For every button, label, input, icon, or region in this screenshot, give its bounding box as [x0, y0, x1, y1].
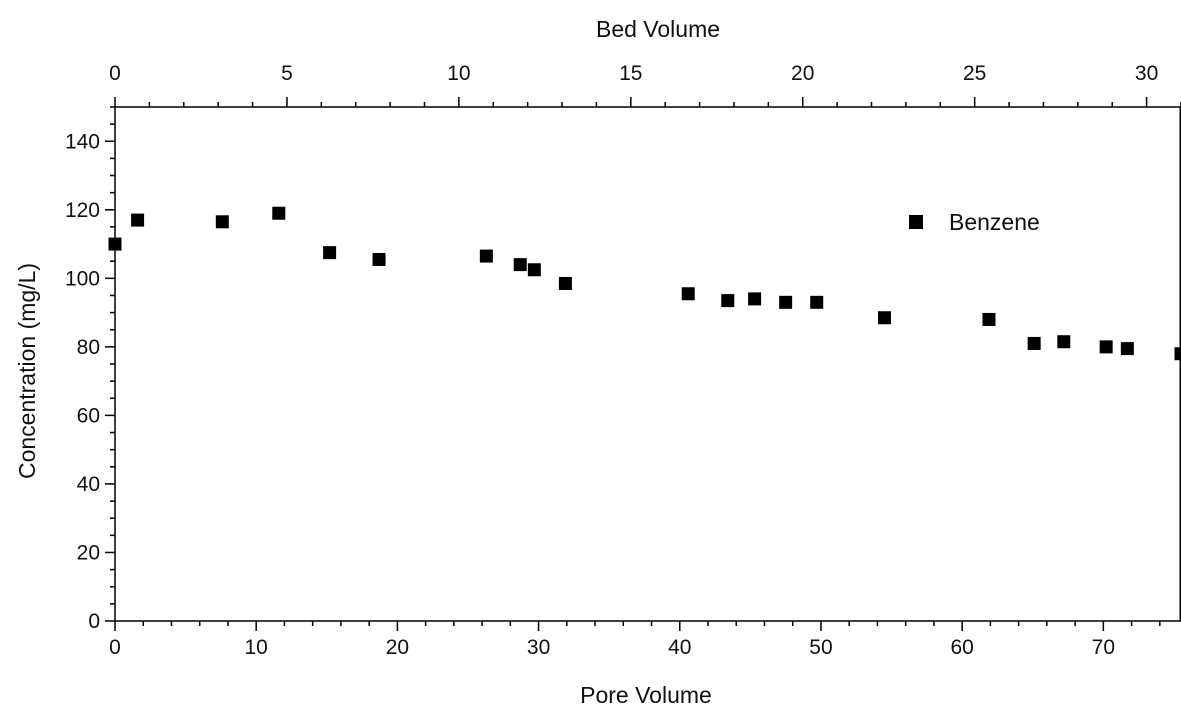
benzene-data-point: [558, 276, 572, 290]
benzene-data-point: [1057, 335, 1071, 349]
plot-frame: [114, 106, 1181, 622]
benzene-data-point: [1120, 342, 1134, 356]
y-tick-label: 60: [77, 404, 100, 427]
bed-volume-axis: 0 5 10 15 20 25 30: [109, 62, 1181, 107]
benzene-data-point: [810, 295, 824, 309]
y-tick-label: 20: [77, 541, 100, 564]
benzene-data-point: [779, 295, 793, 309]
y-tick-label: 80: [77, 336, 100, 359]
pore-volume-axis: 0 10 20 30 40 50 60 70: [109, 621, 1161, 659]
x2-tick-label: 15: [619, 62, 642, 85]
x2-tick-label: 5: [281, 62, 293, 85]
y-tick-label: 140: [65, 130, 100, 153]
x-tick-label: 60: [950, 636, 973, 659]
x-tick-label: 50: [809, 636, 832, 659]
benzene-data-point: [323, 246, 337, 260]
benzene-data-point: [479, 249, 493, 263]
x2-tick-label: 20: [791, 62, 814, 85]
x2-tick-label: 0: [109, 62, 121, 85]
y-axis-title: Concentration (mg/L): [14, 263, 40, 479]
benzene-data-point: [513, 258, 527, 272]
y-tick-label: 100: [65, 267, 100, 290]
x-tick-label: 10: [245, 636, 268, 659]
benzene-data-point: [721, 294, 735, 308]
benzene-data-point: [215, 215, 229, 229]
benzene-data-point: [108, 237, 122, 251]
y-tick-label: 40: [77, 473, 100, 496]
x-axis-title: Pore Volume: [580, 682, 712, 708]
x-tick-label: 30: [527, 636, 550, 659]
benzene-data-point: [272, 206, 286, 220]
y-tick-label: 120: [65, 199, 100, 222]
y-tick-label: 0: [88, 610, 100, 633]
x-tick-label: 40: [668, 636, 691, 659]
legend-label: Benzene: [949, 209, 1040, 235]
legend-marker: [909, 215, 923, 229]
benzene-data-point: [982, 312, 996, 326]
benzene-data-point: [1099, 340, 1113, 354]
benzene-data-point: [681, 287, 695, 301]
x-tick-label: 70: [1092, 636, 1115, 659]
benzene-data-point: [527, 263, 541, 277]
concentration-axis: 0 20 40 60 80 100 120 140: [65, 106, 115, 633]
x2-tick-label: 10: [447, 62, 470, 85]
x2-tick-label: 25: [963, 62, 986, 85]
benzene-data-point: [1174, 347, 1181, 361]
x-tick-label: 20: [386, 636, 409, 659]
x-tick-label: 0: [109, 636, 121, 659]
benzene-data-point: [131, 213, 145, 227]
benzene-data-point: [748, 292, 762, 306]
x2-tick-label: 30: [1135, 62, 1158, 85]
benzene-data-point: [372, 252, 386, 266]
benzene-data-point: [877, 311, 891, 325]
legend: Benzene: [909, 209, 1040, 235]
benzene-data-point: [1027, 336, 1041, 350]
data-points: [108, 206, 1181, 361]
top-axis-title: Bed Volume: [596, 16, 720, 42]
